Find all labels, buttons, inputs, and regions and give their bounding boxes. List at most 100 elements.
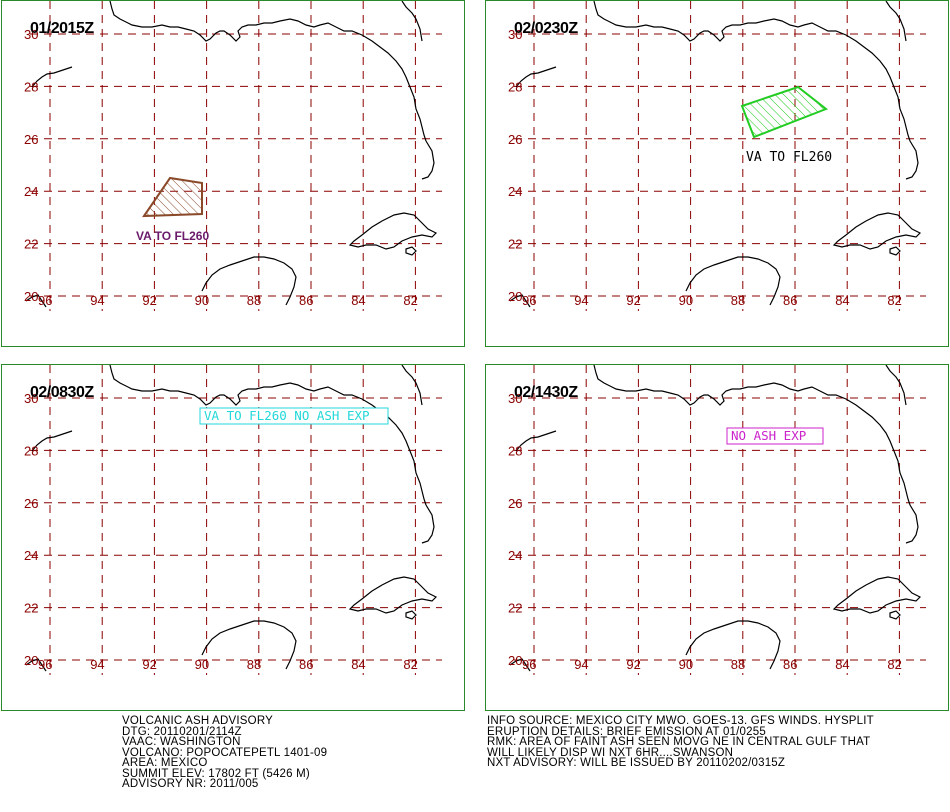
latitude-label: 30 bbox=[508, 27, 522, 42]
latitude-label: 26 bbox=[24, 496, 38, 511]
panel-time-2: 02/0230Z bbox=[514, 20, 578, 37]
coast-segment bbox=[405, 610, 417, 620]
latitude-label: 22 bbox=[508, 237, 522, 252]
coast-segment bbox=[905, 140, 919, 180]
advisory-eruption-details: ERUPTION DETAILS: BRIEF EMISSION AT 01/0… bbox=[487, 725, 766, 738]
latitude-label: 28 bbox=[508, 79, 522, 94]
advisory-dtg: DTG: 20110201/2114Z bbox=[122, 725, 242, 738]
ash-label-box bbox=[726, 427, 824, 445]
latitude-label: 24 bbox=[508, 548, 522, 563]
map-panel-1: 30 28 26 24 22 20 96 94 92 90 88 86 84 82 VA TO FL260 … bbox=[1, 0, 465, 347]
coastline bbox=[509, 1, 922, 308]
longitude-label: 84 bbox=[351, 293, 365, 308]
longitude-label: 94 bbox=[90, 657, 104, 672]
coast-segment bbox=[31, 430, 73, 452]
coast-segment bbox=[201, 256, 297, 306]
longitude-label: 90 bbox=[679, 293, 693, 308]
longitude-label: 94 bbox=[574, 293, 588, 308]
latitude-label: 20 bbox=[508, 653, 522, 668]
map-canvas-1: 30 28 26 24 22 20 96 94 92 90 88 86 84 82 VA TO FL260 bbox=[24, 1, 442, 311]
map-canvas-3: 30 28 26 24 22 20 96 94 92 90 88 86 84 82 VA TO FL260 … bbox=[24, 365, 442, 675]
map-canvas-4: 30 28 26 24 22 20 96 94 92 90 88 86 84 82 NO ASH EXP bbox=[508, 365, 926, 675]
advisory-next: NXT ADVISORY: WILL BE ISSUED BY 20110202… bbox=[487, 757, 786, 769]
coast-segment bbox=[401, 1, 423, 42]
ash-label: VA TO FL260 bbox=[136, 229, 209, 243]
ash-label: VA TO FL260 NO ASH EXP bbox=[204, 408, 370, 423]
ash-label: VA TO FL260 bbox=[746, 150, 832, 165]
coast-segment bbox=[685, 620, 781, 670]
latitude-label: 22 bbox=[508, 601, 522, 616]
ash-label-box bbox=[199, 407, 389, 425]
coast-segment bbox=[109, 365, 427, 506]
coast-segment bbox=[25, 294, 47, 308]
longitude-label: 84 bbox=[835, 293, 849, 308]
coastline bbox=[509, 365, 922, 672]
longitude-label: 96 bbox=[38, 657, 52, 672]
latitude-label: 26 bbox=[508, 132, 522, 147]
longitude-label: 92 bbox=[626, 657, 640, 672]
coast-segment bbox=[31, 66, 73, 88]
longitude-label: 88 bbox=[731, 657, 745, 672]
latitude-label: 24 bbox=[508, 184, 522, 199]
longitude-label: 82 bbox=[887, 657, 901, 672]
coast-segment bbox=[421, 140, 435, 180]
coast-segment bbox=[509, 658, 531, 672]
latitude-label: 28 bbox=[24, 443, 38, 458]
latitude-label: 22 bbox=[24, 601, 38, 616]
coast-segment bbox=[509, 294, 531, 308]
longitude-label: 90 bbox=[195, 657, 209, 672]
latitude-label: 26 bbox=[24, 132, 38, 147]
ash-label: NO ASH EXP bbox=[731, 428, 806, 443]
coast-segment bbox=[401, 365, 423, 406]
coast-segment bbox=[348, 212, 438, 250]
longitude-label: 92 bbox=[142, 657, 156, 672]
latitude-label: 30 bbox=[24, 27, 38, 42]
coast-segment bbox=[348, 576, 438, 614]
coastline bbox=[25, 365, 438, 672]
grid-labels: 30 28 26 24 22 20 96 94 92 90 88 86 84 82 bbox=[24, 391, 418, 672]
ash-cloud-polygon bbox=[142, 176, 203, 218]
coast-segment bbox=[515, 430, 557, 452]
longitude-label: 88 bbox=[247, 293, 261, 308]
latitude-label: 28 bbox=[508, 443, 522, 458]
coast-segment bbox=[832, 576, 922, 614]
coast-segment bbox=[685, 256, 781, 306]
advisory-vaac: VAAC: WASHINGTON bbox=[122, 736, 241, 748]
panel-time-1: 01/2015Z bbox=[30, 20, 94, 37]
advisory-title: VOLCANIC ASH ADVISORY bbox=[122, 715, 273, 727]
coast-segment bbox=[889, 610, 901, 620]
map-panel-4: 30 28 26 24 22 20 96 94 92 90 88 86 84 82 NO ASH EXP 0… bbox=[485, 364, 949, 711]
longitude-label: 96 bbox=[38, 293, 52, 308]
advisory-info-source: INFO SOURCE: MEXICO CITY MWO. GOES-13. G… bbox=[487, 715, 874, 727]
grid-labels: 30 28 26 24 22 20 96 94 92 90 88 86 84 82 bbox=[508, 391, 902, 672]
coast-segment bbox=[25, 658, 47, 672]
longitude-label: 82 bbox=[403, 293, 417, 308]
graticule bbox=[514, 1, 926, 311]
latitude-label: 28 bbox=[24, 79, 38, 94]
longitude-label: 96 bbox=[522, 293, 536, 308]
coast-segment bbox=[885, 1, 907, 42]
longitude-label: 88 bbox=[731, 293, 745, 308]
latitude-label: 22 bbox=[24, 237, 38, 252]
coast-segment bbox=[593, 365, 911, 506]
coast-segment bbox=[421, 504, 435, 544]
coast-segment bbox=[905, 504, 919, 544]
advisory-remark-2: WILL LIKELY DISP WI NXT 6HR....SWANSON bbox=[487, 746, 734, 759]
longitude-label: 86 bbox=[783, 293, 797, 308]
longitude-label: 96 bbox=[522, 657, 536, 672]
advisory-volcano: VOLCANO: POPOCATEPETL 1401-09 bbox=[122, 746, 328, 759]
longitude-label: 82 bbox=[887, 293, 901, 308]
latitude-label: 24 bbox=[24, 548, 38, 563]
map-panel-3: 30 28 26 24 22 20 96 94 92 90 88 86 84 82 VA TO FL260 … bbox=[1, 364, 465, 711]
latitude-label: 30 bbox=[24, 391, 38, 406]
coast-segment bbox=[832, 212, 922, 250]
coast-segment bbox=[593, 1, 911, 142]
advisory-area: AREA: MEXICO bbox=[122, 757, 208, 769]
ash-cloud-polygon bbox=[740, 85, 828, 139]
grid-labels: 30 28 26 24 22 20 96 94 92 90 88 86 84 82 bbox=[24, 27, 418, 308]
latitude-label: 30 bbox=[508, 391, 522, 406]
latitude-label: 20 bbox=[24, 653, 38, 668]
advisory-summit: SUMMIT ELEV: 17802 FT (5426 M) bbox=[122, 767, 310, 780]
longitude-label: 94 bbox=[574, 657, 588, 672]
panel-time-4: 02/1430Z bbox=[514, 384, 578, 401]
